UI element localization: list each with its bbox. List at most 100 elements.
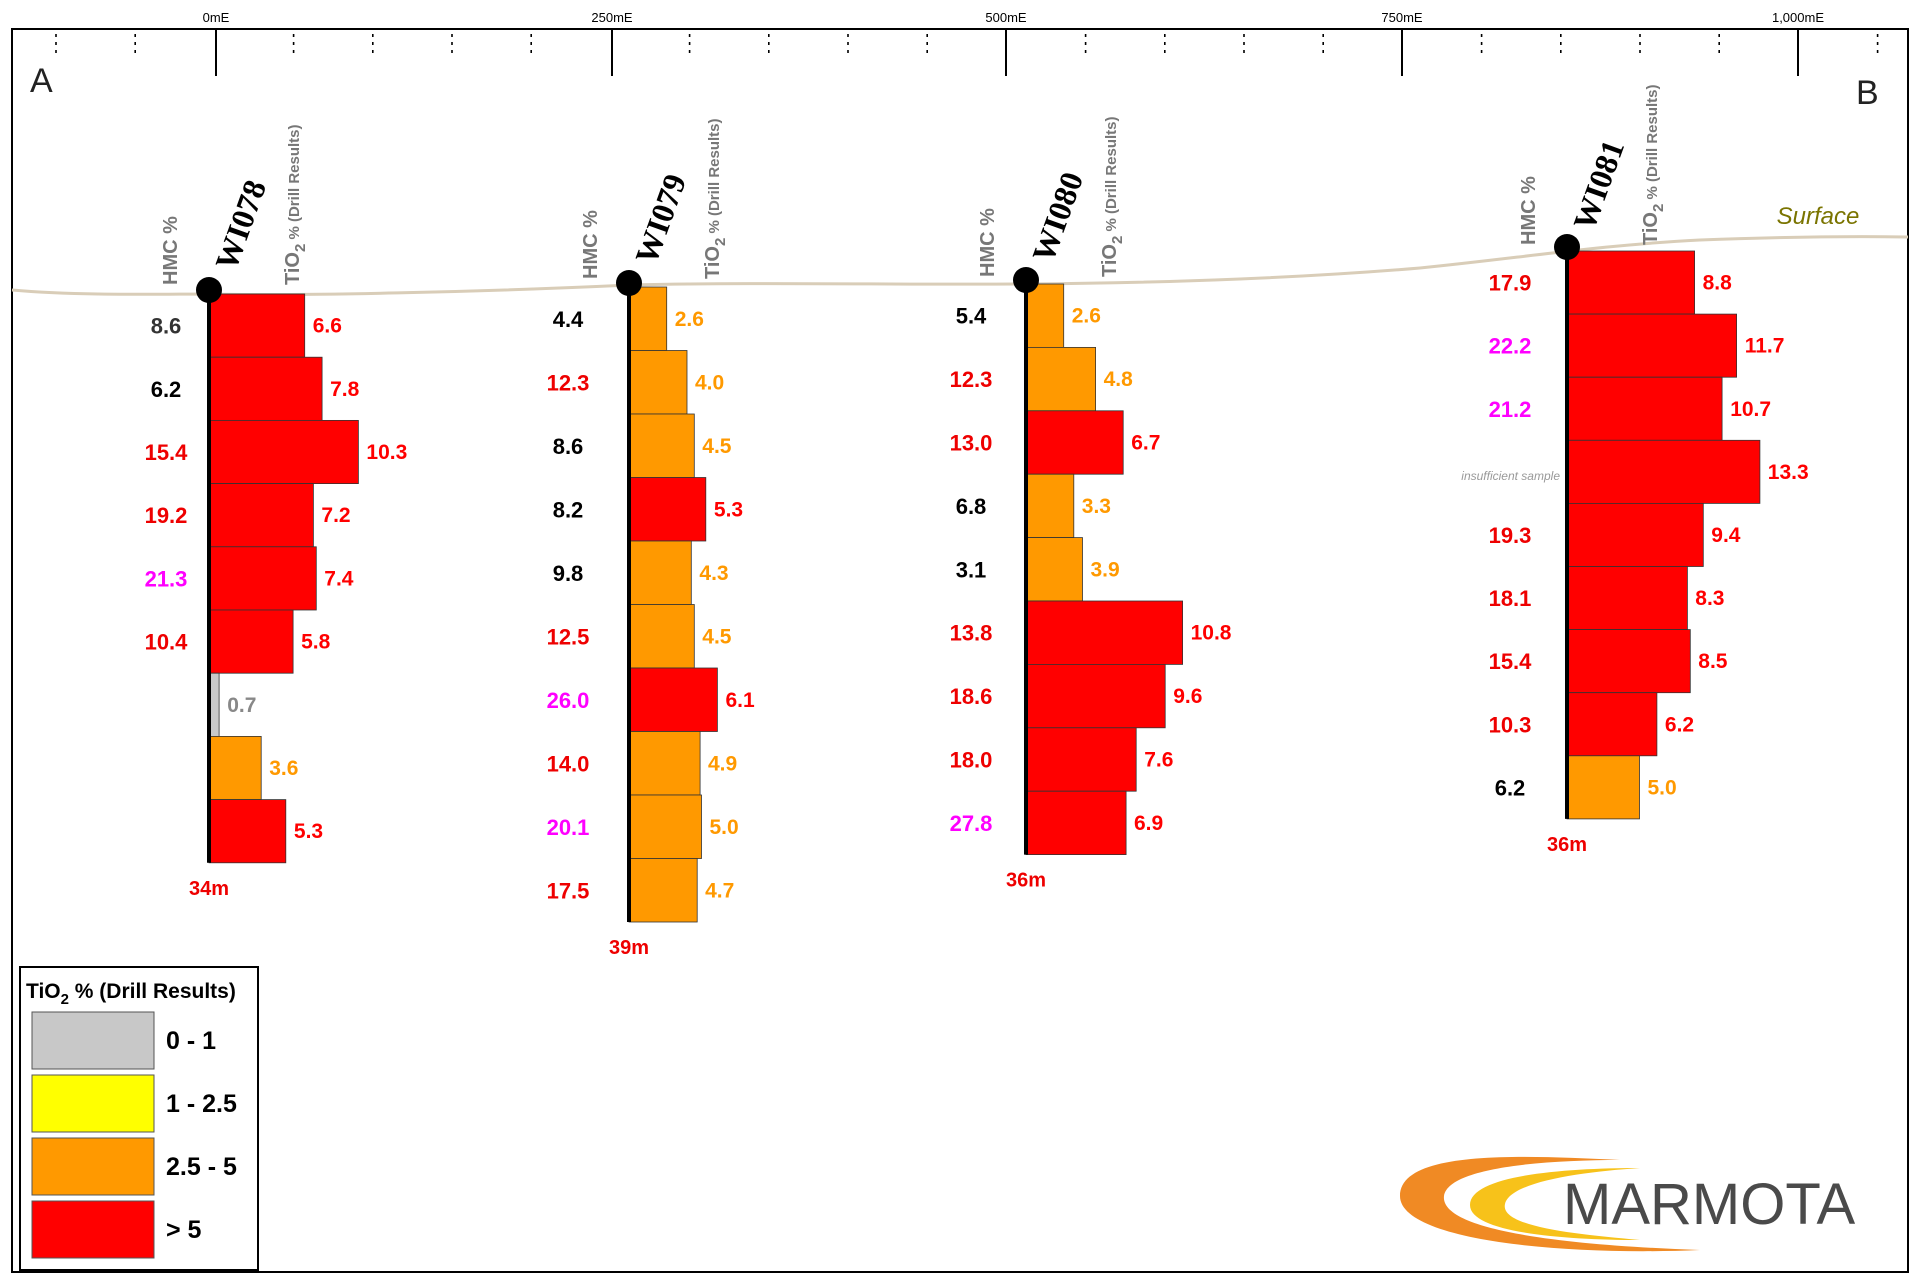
collar-marker [1013, 267, 1039, 293]
tio2-interval-bar [1025, 283, 1065, 348]
collar-marker [196, 277, 222, 303]
tio2-value: 2.6 [1072, 305, 1101, 328]
hole-depth-label: 39m [609, 937, 649, 959]
tio2-value: 4.7 [705, 879, 734, 902]
tio2-interval-bar [208, 799, 287, 864]
tio2-interval-bar [1566, 439, 1761, 504]
hmc-value: 6.2 [151, 377, 182, 402]
tio2-interval-bar [628, 604, 695, 669]
legend-label: > 5 [166, 1216, 202, 1244]
hmc-value: 9.8 [553, 561, 584, 586]
tio2-interval-bar [208, 736, 262, 801]
tio2-value: 3.6 [269, 757, 298, 780]
hmc-value: 17.5 [547, 878, 590, 903]
hmc-value: 19.3 [1489, 523, 1532, 548]
tio2-value: 6.1 [726, 689, 756, 712]
hmc-value: 17.9 [1489, 271, 1532, 296]
legend-items: 0 - 1 1 - 2.5 2.5 - 5 > 5 [31, 1011, 237, 1259]
tio2-column-header: TiO2 % (Drill Results) [1640, 84, 1667, 245]
tio2-value: 5.3 [714, 498, 743, 521]
hmc-column-header: HMC % [580, 210, 602, 279]
legend-swatch [31, 1200, 155, 1259]
hmc-value: 5.4 [956, 304, 987, 329]
tio2-interval-bar [1566, 692, 1658, 757]
tio2-interval-bar [1566, 250, 1695, 315]
tio2-interval-bar [1566, 755, 1640, 820]
axis-label-0: 0mE [203, 10, 230, 25]
logo-swoosh-yellow [1470, 1168, 1640, 1240]
tio2-value: 5.8 [301, 631, 331, 654]
hmc-value: 21.2 [1489, 397, 1532, 422]
logo-text: MARMOTA [1563, 1172, 1855, 1237]
hmc-value: 13.8 [950, 621, 993, 646]
legend: TiO2 % (Drill Results) 0 - 1 1 - 2.5 2.5 -… [19, 966, 259, 1271]
tio2-value: 4.0 [695, 371, 724, 394]
tio2-value: 5.0 [710, 816, 739, 839]
tio2-interval-bar [208, 609, 294, 674]
hmc-value: 12.3 [547, 370, 590, 395]
legend-swatch [31, 1011, 155, 1070]
hmc-value: 19.2 [145, 503, 188, 528]
hmc-value: 27.8 [950, 811, 993, 836]
hmc-value: 15.4 [1489, 649, 1533, 674]
hmc-value: 13.0 [950, 431, 993, 456]
tio2-value: 10.3 [366, 441, 407, 464]
axis-ticks [55, 29, 1879, 76]
hmc-value: 18.0 [950, 748, 993, 773]
tio2-interval-bar [1566, 313, 1738, 378]
tio2-value: 6.2 [1665, 713, 1694, 736]
tio2-column-header: TiO2 % (Drill Results) [282, 124, 309, 285]
hmc-value: 15.4 [145, 440, 189, 465]
legend-label: 2.5 - 5 [166, 1153, 237, 1181]
tio2-value: 9.4 [1711, 524, 1741, 547]
hmc-value: 8.6 [553, 434, 584, 459]
hole-depth-label: 34m [189, 878, 229, 900]
legend-swatch [31, 1074, 155, 1133]
tio2-value: 9.6 [1173, 685, 1202, 708]
tio2-value: 4.5 [702, 625, 732, 648]
hmc-value: 26.0 [547, 688, 590, 713]
tio2-interval-bar [1025, 537, 1083, 602]
tio2-value: 3.9 [1091, 558, 1120, 581]
tio2-interval-bar [1025, 790, 1127, 856]
hmc-value: 18.6 [950, 684, 993, 709]
tio2-value: 6.9 [1134, 812, 1163, 835]
tio2-interval-bar [1025, 410, 1124, 475]
hmc-value: 6.8 [956, 494, 987, 519]
hmc-value: 18.1 [1489, 586, 1532, 611]
tio2-interval-bar [628, 477, 707, 542]
hmc-value: 3.1 [956, 557, 987, 582]
tio2-value: 6.7 [1131, 432, 1160, 455]
tio2-interval-bar [208, 356, 323, 421]
hmc-column-header: HMC % [977, 208, 999, 277]
tio2-interval-bar [628, 731, 701, 796]
hmc-value: 8.6 [151, 314, 182, 339]
legend-label: 0 - 1 [166, 1027, 216, 1055]
hmc-value: 4.4 [553, 307, 584, 332]
tio2-interval-bar [1566, 629, 1691, 694]
hmc-value: 8.2 [553, 497, 584, 522]
tio2-interval-bar [1025, 473, 1075, 539]
axis-label-750: 750mE [1381, 10, 1423, 25]
tio2-column-header: TiO2 % (Drill Results) [702, 118, 729, 279]
tio2-value: 7.6 [1144, 749, 1173, 772]
legend-label: 1 - 2.5 [166, 1090, 237, 1118]
tio2-value: 8.8 [1703, 272, 1733, 295]
tio2-value: 13.3 [1768, 461, 1809, 484]
axis-label-250: 250mE [591, 10, 633, 25]
tio2-interval-bar [628, 413, 695, 478]
easting-axis: 0mE 250mE 500mE 750mE 1,000mE [55, 10, 1879, 76]
tio2-value: 7.2 [321, 504, 350, 527]
hole-depth-label: 36m [1006, 870, 1046, 892]
axis-label-500: 500mE [985, 10, 1027, 25]
tio2-value: 8.5 [1698, 650, 1728, 673]
tio2-value: 4.5 [702, 435, 732, 458]
tio2-interval-bar [1566, 376, 1723, 441]
tio2-value: 10.8 [1191, 622, 1232, 645]
tio2-value: 3.3 [1082, 495, 1111, 518]
section-start-label: A [30, 62, 53, 100]
tio2-interval-bar [208, 483, 314, 548]
tio2-value: 2.6 [675, 308, 704, 331]
tio2-interval-bar [628, 286, 668, 351]
tio2-value: 4.8 [1104, 368, 1134, 391]
